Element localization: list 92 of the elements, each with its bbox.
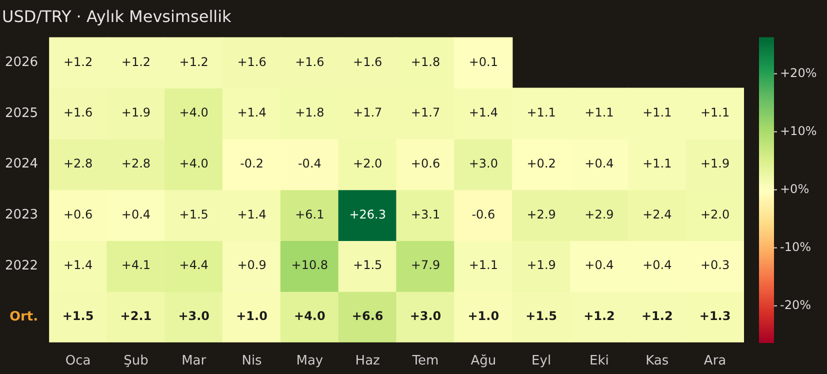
data-label: +1.6 xyxy=(63,106,93,120)
data-label: +2.0 xyxy=(700,207,730,222)
data-label: +1.2 xyxy=(641,309,673,324)
data-label: +1.4 xyxy=(237,207,266,222)
x-tick-label: Eyl xyxy=(532,354,552,369)
data-label: +1.1 xyxy=(642,156,672,170)
data-label: +2.8 xyxy=(63,156,93,170)
data-label: +1.4 xyxy=(237,106,266,120)
data-label: +1.0 xyxy=(468,309,500,324)
y-tick-label: 2023 xyxy=(4,208,38,223)
color-bar-label: +10% xyxy=(780,124,817,138)
data-label: +0.6 xyxy=(63,207,93,222)
color-bar-label: +0% xyxy=(780,182,810,196)
data-label: +1.8 xyxy=(410,54,440,69)
data-label: +2.9 xyxy=(584,207,614,222)
data-label: +1.5 xyxy=(526,309,557,324)
data-label: +1.2 xyxy=(63,54,93,69)
data-label: +1.5 xyxy=(353,258,382,272)
data-label: +1.9 xyxy=(121,106,151,120)
x-tick-label: Eki xyxy=(590,354,609,369)
data-label: +1.6 xyxy=(237,54,266,69)
x-tick-label: Haz xyxy=(355,354,380,369)
color-bar-label: -20% xyxy=(780,298,812,312)
data-label: +2.8 xyxy=(121,156,151,170)
data-label: +1.5 xyxy=(179,207,208,222)
data-label: -0.2 xyxy=(240,156,264,170)
y-tick-label: 2024 xyxy=(4,156,38,172)
data-label: +1.8 xyxy=(295,106,324,120)
data-label: +7.9 xyxy=(410,258,440,272)
data-label: +1.0 xyxy=(236,309,268,324)
data-label: -0.6 xyxy=(472,207,496,222)
data-label: +1.1 xyxy=(526,106,556,120)
y-tick-label: 2025 xyxy=(4,106,38,121)
data-label: +1.5 xyxy=(62,309,94,324)
data-label: +1.4 xyxy=(63,258,93,272)
color-bar-label: +20% xyxy=(780,66,817,80)
data-label: +4.1 xyxy=(121,258,151,272)
data-label: +1.1 xyxy=(584,106,614,120)
data-label: +2.4 xyxy=(642,207,672,222)
x-tick-label: Kas xyxy=(646,354,669,369)
data-label: +1.2 xyxy=(584,309,615,324)
data-label: +1.3 xyxy=(699,309,731,324)
data-label: +0.4 xyxy=(584,258,614,272)
x-tick-label: Tem xyxy=(411,354,439,369)
y-tick-label: 2026 xyxy=(4,55,38,70)
x-tick-label: Şub xyxy=(124,354,148,369)
data-label: +1.1 xyxy=(642,106,672,120)
data-label: +0.2 xyxy=(526,156,556,170)
data-label: +4.0 xyxy=(179,156,208,170)
chart-title: USD/TRY · Aylık Mevsimsellik xyxy=(2,6,232,26)
data-label: +1.2 xyxy=(121,54,151,69)
data-label: +1.6 xyxy=(353,54,382,69)
data-label: +26.3 xyxy=(349,207,386,222)
x-tick-label: Oca xyxy=(65,354,91,369)
data-label: +3.1 xyxy=(410,207,440,222)
color-bar-label: -10% xyxy=(780,240,812,254)
data-label: +0.4 xyxy=(584,156,614,170)
data-label: +1.7 xyxy=(353,106,382,120)
data-label: +0.6 xyxy=(410,156,440,170)
data-label: +4.4 xyxy=(179,258,208,272)
y-tick-label: Ort. xyxy=(9,309,38,324)
data-label: +1.2 xyxy=(179,54,208,69)
data-label: +1.7 xyxy=(410,106,440,120)
x-tick-label: Ara xyxy=(704,354,726,369)
data-label: +2.9 xyxy=(526,207,556,222)
data-label: +2.1 xyxy=(120,309,152,324)
data-label: +3.0 xyxy=(468,156,498,170)
data-label: +1.1 xyxy=(700,106,730,120)
data-label: +0.1 xyxy=(468,54,498,69)
data-label: +1.6 xyxy=(295,54,324,69)
data-label: +0.3 xyxy=(700,258,730,272)
data-label: +1.4 xyxy=(468,106,498,120)
x-tick-label: Nis xyxy=(242,354,262,369)
data-label: +1.9 xyxy=(700,156,730,170)
data-label: +6.1 xyxy=(295,207,324,222)
data-label: -0.4 xyxy=(298,156,322,170)
data-label: +0.4 xyxy=(121,207,151,222)
data-label: +0.9 xyxy=(237,258,266,272)
data-label: +3.0 xyxy=(178,309,210,324)
data-label: +4.0 xyxy=(294,309,326,324)
data-label: +4.0 xyxy=(179,106,208,120)
data-label: +0.4 xyxy=(642,258,672,272)
data-label: +1.9 xyxy=(526,258,556,272)
x-tick-label: May xyxy=(296,354,324,369)
y-tick-label: 2022 xyxy=(4,258,38,274)
data-label: +1.1 xyxy=(468,258,498,272)
x-tick-label: Ağu xyxy=(470,354,496,369)
data-label: +10.8 xyxy=(291,258,328,272)
data-label: +2.0 xyxy=(353,156,382,170)
data-label: +3.0 xyxy=(410,309,442,324)
x-tick-label: Mar xyxy=(182,354,207,369)
data-label: +6.6 xyxy=(352,309,384,324)
